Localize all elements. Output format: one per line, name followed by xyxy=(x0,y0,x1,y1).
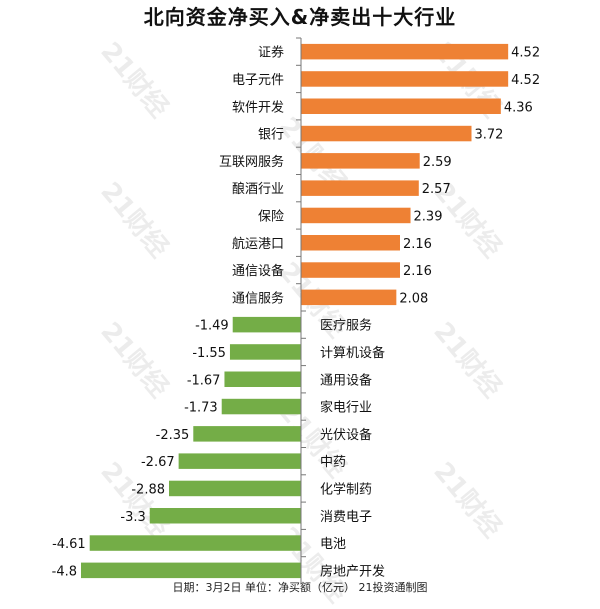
value-label: -1.67 xyxy=(187,373,221,388)
bar xyxy=(301,262,400,278)
value-label: 4.52 xyxy=(511,73,540,88)
bar xyxy=(301,71,509,87)
category-label: 航运港口 xyxy=(232,236,284,252)
value-label: 2.16 xyxy=(403,237,432,252)
bar xyxy=(301,125,472,142)
category-label: 房地产开发 xyxy=(320,563,385,579)
value-label: 4.52 xyxy=(511,46,540,61)
value-label: -3.3 xyxy=(120,510,145,525)
category-label: 通信服务 xyxy=(232,290,284,306)
bar xyxy=(301,43,509,60)
value-label: -1.55 xyxy=(192,346,226,361)
bar xyxy=(224,371,301,387)
category-label: 计算机设备 xyxy=(320,345,385,361)
bar xyxy=(301,207,411,224)
bar xyxy=(232,316,301,333)
category-label: 中药 xyxy=(320,455,346,470)
category-label: 保险 xyxy=(258,209,284,224)
category-label: 银行 xyxy=(258,128,284,143)
bar xyxy=(229,344,301,360)
category-label: 电子元件 xyxy=(232,73,284,88)
category-label: 医疗服务 xyxy=(320,318,372,334)
bar xyxy=(89,535,301,551)
category-label: 化学制药 xyxy=(320,481,372,497)
value-label: 2.57 xyxy=(422,182,451,197)
bar xyxy=(81,562,301,579)
value-label: -4.8 xyxy=(52,564,77,579)
value-label: -2.88 xyxy=(131,482,165,497)
category-label: 消费电子 xyxy=(320,510,372,525)
value-label: -2.35 xyxy=(156,428,190,443)
category-label: 光伏设备 xyxy=(320,427,372,443)
bar xyxy=(301,289,397,306)
value-label: 2.08 xyxy=(399,291,428,306)
value-label: 4.36 xyxy=(504,100,533,115)
category-label: 互联网服务 xyxy=(219,154,284,170)
value-label: 2.16 xyxy=(403,264,432,279)
category-label: 酿酒行业 xyxy=(232,181,284,197)
bar xyxy=(301,235,400,251)
bar xyxy=(301,180,419,196)
value-label: -1.73 xyxy=(184,401,218,416)
chart-footer: 日期：3月2日 单位：净买额（亿元） 21投资通制图 xyxy=(172,581,428,594)
bar xyxy=(149,508,301,524)
category-label: 通信设备 xyxy=(232,263,284,279)
bar xyxy=(193,426,301,442)
value-label: 2.59 xyxy=(423,155,452,170)
bar xyxy=(221,398,301,415)
category-label: 证券 xyxy=(258,45,284,61)
chart-title: 北向资金净买入&净卖出十大行业 xyxy=(143,5,457,29)
bar xyxy=(301,98,501,114)
value-label: -2.67 xyxy=(141,455,175,470)
value-label: -1.49 xyxy=(195,319,229,334)
category-label: 通用设备 xyxy=(320,372,372,388)
bar xyxy=(169,480,301,497)
value-label: -4.61 xyxy=(52,537,86,552)
value-label: 3.72 xyxy=(475,128,504,143)
bar xyxy=(301,153,420,169)
category-label: 软件开发 xyxy=(232,99,284,115)
category-label: 家电行业 xyxy=(320,400,372,416)
bar xyxy=(178,453,301,469)
value-label: 2.39 xyxy=(414,209,443,224)
category-label: 电池 xyxy=(320,537,346,552)
